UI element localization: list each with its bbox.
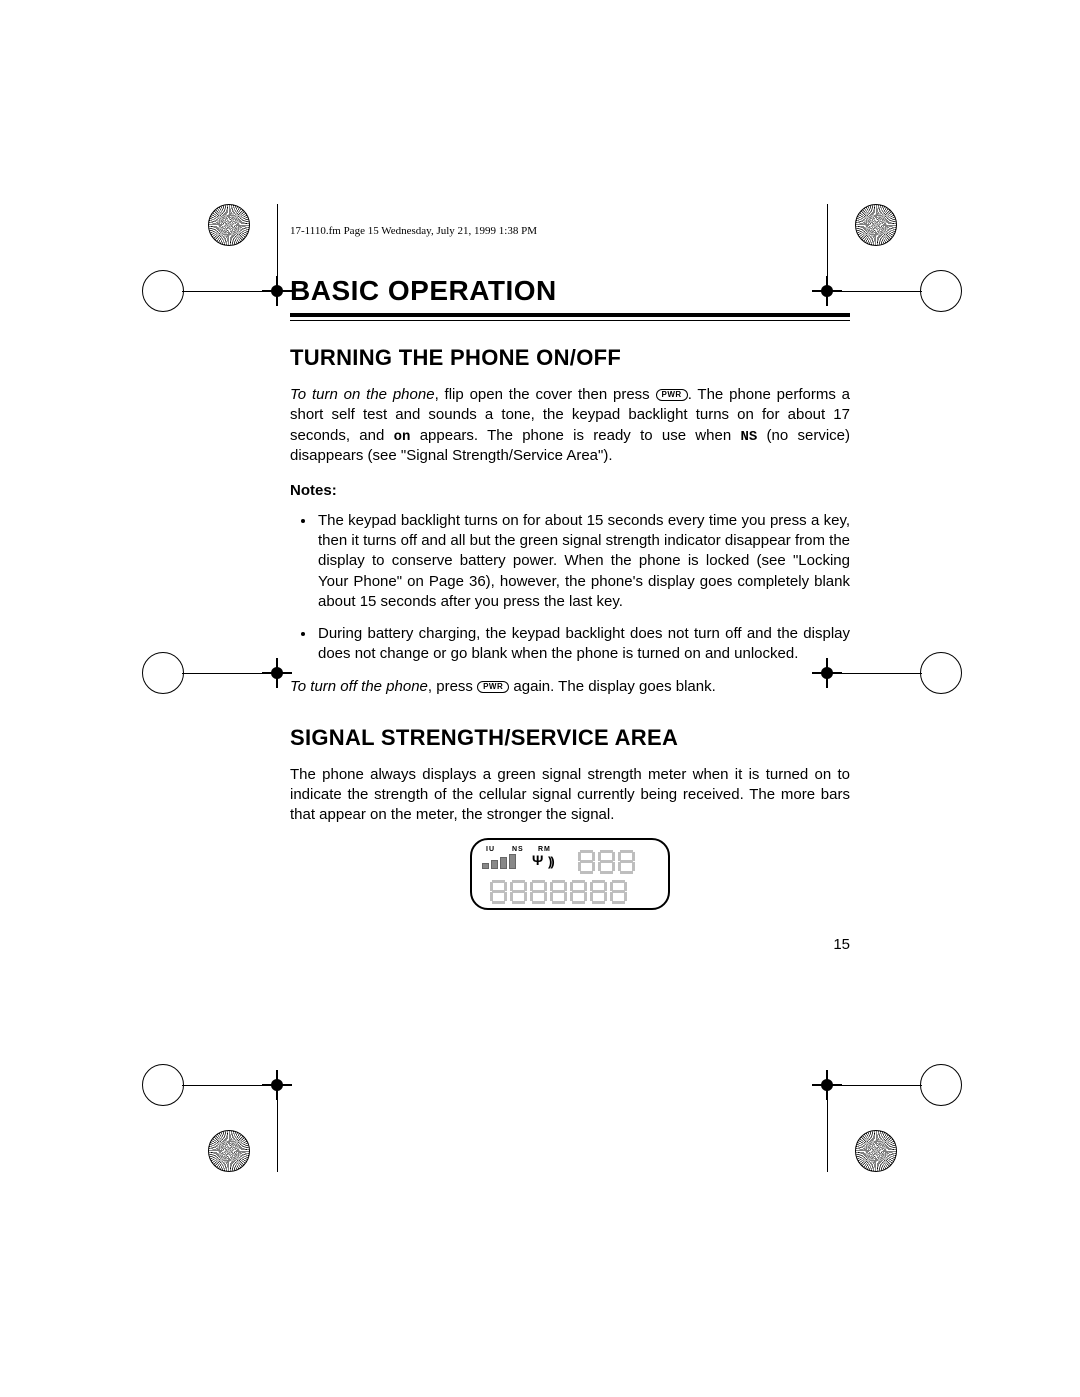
screen-text-ns: NS — [740, 429, 757, 445]
seven-seg-bottom-row — [490, 880, 627, 904]
body-text: To turn on the phone, flip open the cove… — [290, 385, 850, 697]
signal-bars — [482, 854, 516, 869]
paragraph: To turn off the phone, press PWR again. … — [290, 677, 850, 697]
page-content: 17-1110.fm Page 15 Wednesday, July 21, 1… — [290, 225, 850, 953]
emphasis-text: To turn on the phone — [290, 386, 435, 403]
pwr-button-icon: PWR — [477, 681, 509, 693]
page-title: BASIC OPERATION — [290, 275, 850, 317]
seven-seg-top-row — [578, 850, 635, 874]
indicator-iu: IU — [486, 846, 495, 853]
screen-text-on: on — [394, 429, 411, 445]
text: appears. The phone is ready to use when — [410, 427, 740, 444]
text: , flip open the cover then press — [435, 386, 656, 403]
notes-label: Notes: — [290, 481, 850, 501]
text: again. The display goes blank. — [509, 678, 716, 695]
list-item: During battery charging, the keypad back… — [316, 624, 850, 665]
paragraph: The phone always displays a green signal… — [290, 765, 850, 826]
indicator-ns: NS — [512, 846, 524, 853]
text: , press — [428, 678, 477, 695]
signal-waves-icon: )) — [548, 854, 553, 869]
phone-display-graphic: IU NS RM Ψ )) — [470, 838, 670, 910]
antenna-icon: Ψ — [532, 852, 543, 868]
body-text: The phone always displays a green signal… — [290, 765, 850, 826]
section-heading-signal: SIGNAL STRENGTH/SERVICE AREA — [290, 725, 850, 751]
emphasis-text: To turn off the phone — [290, 678, 428, 695]
running-header: 17-1110.fm Page 15 Wednesday, July 21, 1… — [290, 225, 850, 237]
pwr-button-icon: PWR — [656, 389, 688, 401]
section-heading-onoff: TURNING THE PHONE ON/OFF — [290, 345, 850, 371]
notes-list: The keypad backlight turns on for about … — [316, 511, 850, 665]
list-item: The keypad backlight turns on for about … — [316, 511, 850, 612]
page-number: 15 — [290, 936, 850, 953]
paragraph: To turn on the phone, flip open the cove… — [290, 385, 850, 467]
